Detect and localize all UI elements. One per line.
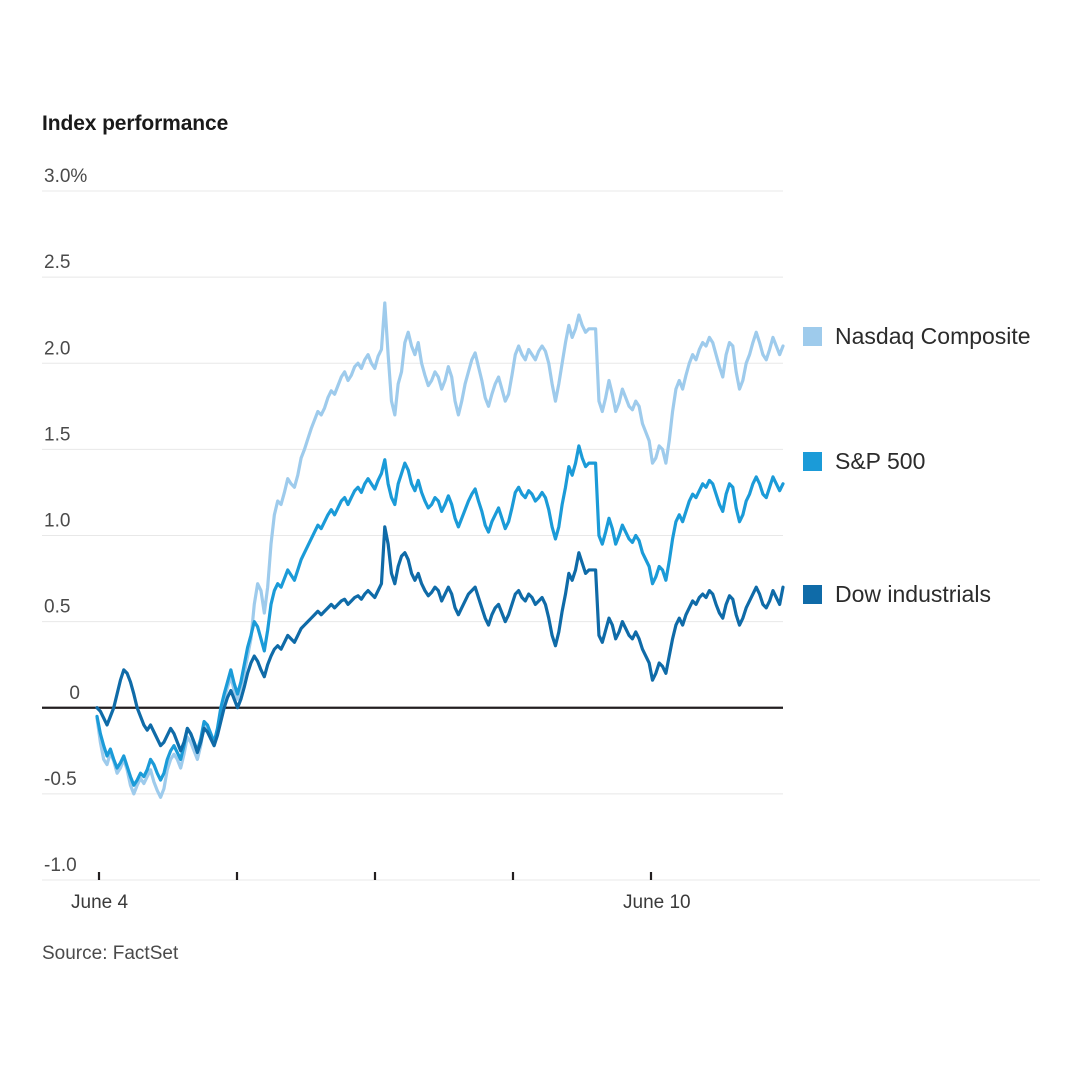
y-axis-tick-label: 0	[69, 683, 80, 704]
legend-item[interactable]: Dow industrials	[803, 583, 991, 606]
y-axis-tick-label: -0.5	[44, 769, 77, 790]
source-note: Source: FactSet	[42, 943, 179, 964]
y-axis-tick-label: 1.0	[44, 511, 70, 532]
legend-item-label: Dow industrials	[835, 581, 991, 607]
legend-item-label: S&P 500	[835, 448, 926, 474]
legend-swatch-icon	[803, 327, 822, 346]
y-axis-tick-label: -1.0	[44, 855, 77, 876]
legend-item-label: Nasdaq Composite	[835, 323, 1031, 349]
legend-item[interactable]: Nasdaq Composite	[803, 325, 1031, 348]
series-line-dow-industrials	[95, 525, 785, 755]
legend-swatch-icon	[803, 452, 822, 471]
legend-swatch-icon	[803, 585, 822, 604]
legend-item[interactable]: S&P 500	[803, 450, 925, 473]
page-title: Index performance	[42, 112, 229, 135]
y-axis-tick-label: 3.0%	[44, 166, 87, 187]
y-axis-tick-label: 0.5	[44, 597, 70, 618]
y-axis-tick-label: 2.5	[44, 252, 70, 273]
series-line-s-p-500	[95, 444, 785, 787]
x-axis-tick-label: June 4	[71, 892, 128, 913]
series-line-nasdaq-composite	[95, 301, 785, 799]
y-axis-tick-label: 1.5	[44, 424, 70, 445]
y-axis-tick-label: 2.0	[44, 338, 70, 359]
x-axis-tick-label: June 10	[623, 892, 691, 913]
chart-legend: Nasdaq Composite S&P 500 Dow industrials	[803, 150, 1078, 890]
